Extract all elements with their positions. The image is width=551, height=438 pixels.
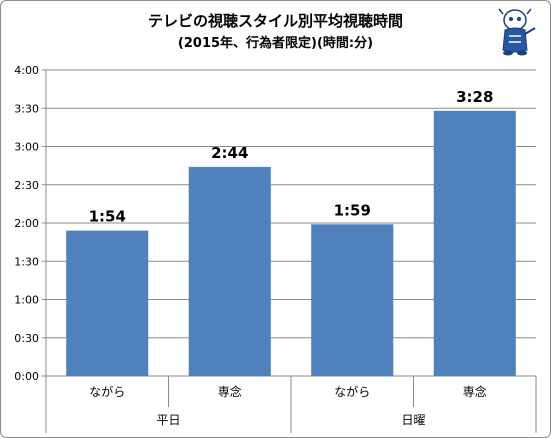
y-tick-label: 0:00 <box>14 370 39 383</box>
x-group-label: 日曜 <box>401 413 425 427</box>
bar <box>433 110 516 377</box>
chart-title: テレビの視聴スタイル別平均視聴時間 <box>147 12 403 30</box>
x-category-label: ながら <box>334 384 370 399</box>
y-tick-label: 2:00 <box>14 217 39 230</box>
y-tick-label: 3:00 <box>14 141 39 154</box>
bar <box>188 166 271 376</box>
x-category-label: 専念 <box>463 384 487 399</box>
data-label: 1:54 <box>89 208 126 226</box>
y-tick-label: 2:30 <box>14 179 39 192</box>
y-tick-label: 1:30 <box>14 255 39 268</box>
chart-subtitle: (2015年、行為者限定)(時間:分) <box>177 36 374 51</box>
x-category-label: 専念 <box>218 384 242 399</box>
x-group-label: 平日 <box>156 413 180 427</box>
y-tick-label: 4:00 <box>14 64 39 77</box>
x-category-label: ながら <box>89 384 125 399</box>
bar <box>66 230 149 376</box>
data-label: 3:28 <box>456 88 493 106</box>
bar <box>311 224 394 376</box>
y-tick-label: 3:30 <box>14 102 39 115</box>
y-tick-label: 0:30 <box>14 332 39 345</box>
mascot-illustration <box>498 8 536 56</box>
data-label: 2:44 <box>211 144 248 162</box>
data-label: 1:59 <box>334 201 371 219</box>
y-tick-label: 1:00 <box>14 294 39 307</box>
